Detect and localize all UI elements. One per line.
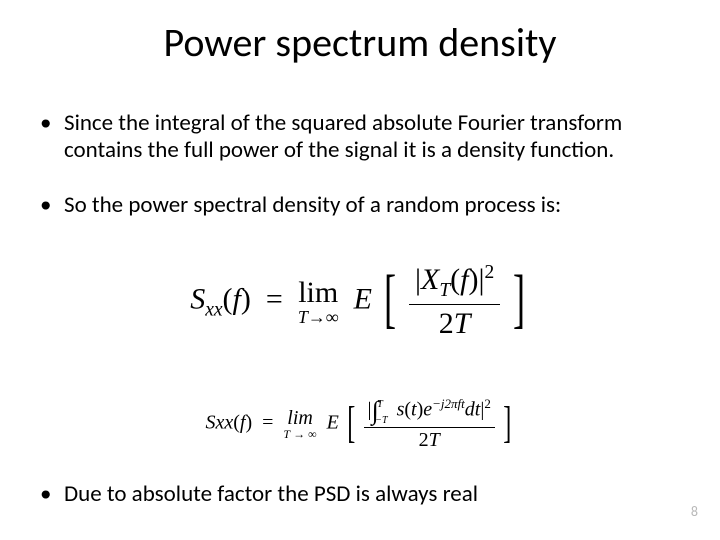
eq1-lim-label: lim (298, 278, 339, 308)
eq2-lim-left: T (283, 427, 290, 441)
eq2-exp-base: e (423, 399, 432, 421)
left-bracket-icon: [ (347, 405, 355, 440)
eq1-fraction: |XT(f)|2 2T (409, 262, 500, 341)
page-number: 8 (691, 503, 698, 520)
eq2-lim-right: ∞ (308, 427, 317, 441)
equation-psd-integral: Sxx(f) = lim T → ∞ E [ |∫T−Ts(t)e−j2πftd… (0, 396, 720, 452)
eq2-expect: E (327, 412, 339, 434)
eq1-limit: lim T→∞ (298, 278, 339, 326)
eq1-lhs-fn: S (190, 282, 205, 315)
eq1-lhs-arg: f (233, 282, 241, 315)
eq1-num-sub: T (439, 280, 450, 301)
slide-title: Power spectrum density (0, 18, 720, 67)
eq2-int-upper: T (377, 399, 383, 410)
eq1-num-arg: f (460, 263, 468, 296)
eq2-lim-label: lim (283, 408, 316, 428)
eq2-fraction: |∫T−Ts(t)e−j2πftdt|2 2T (364, 396, 495, 452)
eq1-den: 2T (409, 305, 500, 341)
equation-psd-limit: Sxx(f) = lim T→∞ E [ |XT(f)|2 2T ] (0, 262, 720, 341)
eq1-expect: E (354, 282, 372, 315)
eq2-exp-pow: −j2πft (432, 396, 465, 411)
eq1-lim-cond: T→∞ (298, 308, 339, 326)
eq2-limit: lim T → ∞ (283, 408, 316, 440)
eq1-lhs-sub: xx (205, 299, 222, 320)
bullet-item: So the power spectral density of a rando… (40, 192, 680, 219)
eq2-num-exp: 2 (484, 396, 491, 411)
eq1-num-exp: 2 (485, 262, 495, 283)
eq2-lhs-arg: f (240, 412, 246, 434)
slide: Power spectrum density Since the integra… (0, 0, 720, 540)
eq2-dt: dt (465, 399, 481, 421)
bullet-item: Due to absolute factor the PSD is always… (40, 481, 680, 508)
eq2-den: 2T (364, 428, 495, 452)
eq1-num-fn: X (421, 263, 439, 296)
eq2-integrand-arg: t (411, 399, 417, 421)
right-bracket-icon: ] (513, 273, 525, 326)
eq2-int-lower: −T (375, 415, 387, 426)
left-bracket-icon: [ (384, 273, 396, 326)
bullet-item: Since the integral of the squared absolu… (40, 110, 680, 164)
eq2-integrand-s: s (397, 399, 405, 421)
eq2-lhs-fn: Sxx (205, 412, 233, 434)
right-bracket-icon: ] (503, 405, 511, 440)
